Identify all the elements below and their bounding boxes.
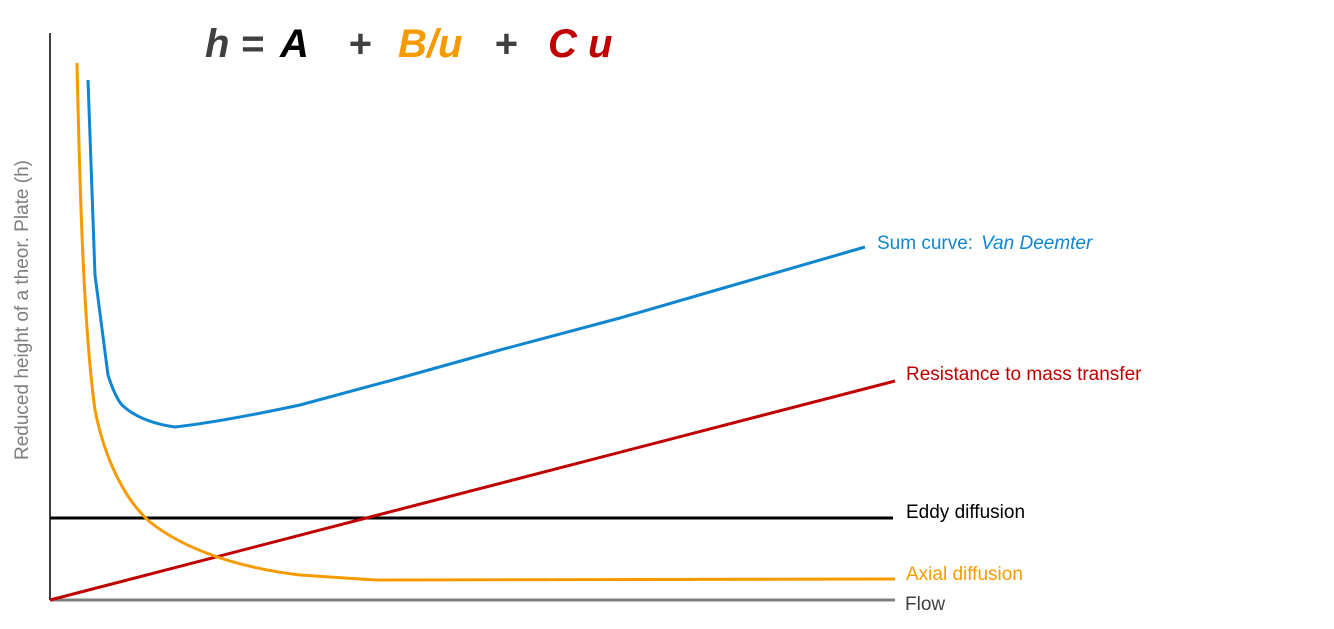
eq-c: C u <box>548 22 612 66</box>
eq-h: h = <box>205 22 264 66</box>
mass-transfer-line <box>49 379 896 602</box>
eq-a: A <box>279 22 307 66</box>
y-axis-label: Reduced height of a theor. Plate (h) <box>12 160 33 460</box>
sum-label-name: Van Deemter <box>981 233 1093 254</box>
mass-transfer-label: Resistance to mass transfer <box>906 364 1142 385</box>
eq-plus: + <box>348 22 371 66</box>
eq-plus: + <box>494 22 517 66</box>
sum-label: Sum curve: Van Deemter <box>877 233 1093 254</box>
sum-curve <box>86 79 866 429</box>
eddy-label: Eddy diffusion <box>906 502 1025 523</box>
equation: h = A + B/u + C u <box>205 22 612 66</box>
eq-b: B/u <box>398 22 462 66</box>
axial-label: Axial diffusion <box>906 564 1023 585</box>
axial-curve <box>75 62 896 582</box>
sum-label-text: Sum curve: <box>877 233 973 254</box>
x-axis-label: Flow <box>905 594 945 615</box>
